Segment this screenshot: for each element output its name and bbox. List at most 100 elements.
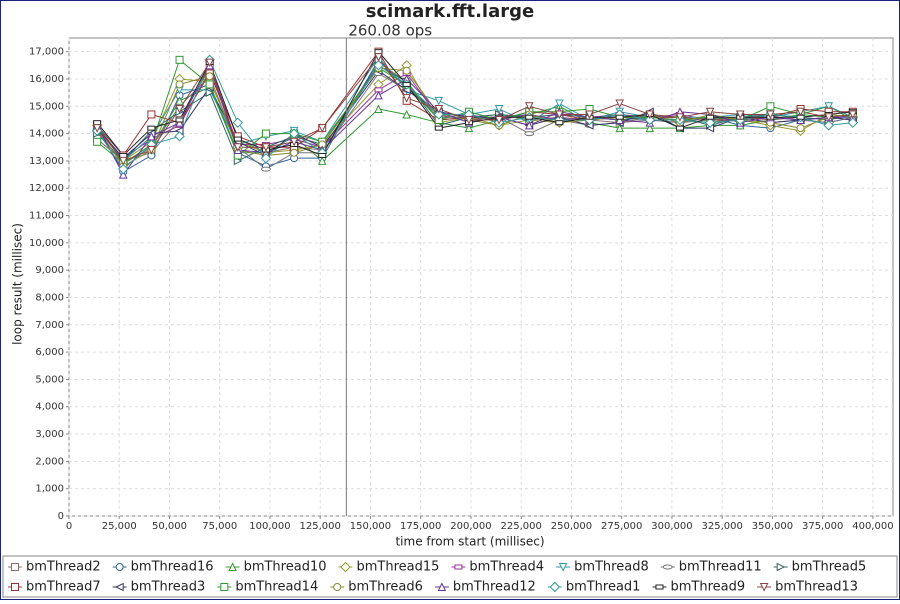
- legend-label: bmThread6: [348, 580, 423, 595]
- data-point: [93, 137, 102, 146]
- legend-item: bmThread8: [556, 560, 649, 575]
- legend-label: bmThread11: [679, 560, 762, 575]
- data-point: [434, 96, 444, 106]
- data-point: [402, 66, 411, 75]
- data-point: [373, 60, 384, 71]
- data-point: [494, 115, 504, 125]
- data-point: [464, 123, 474, 133]
- y-axis-label: loop result (millisec): [11, 223, 25, 345]
- legend-item: bmThread4: [451, 560, 544, 575]
- series-line: [96, 56, 854, 162]
- data-point: [766, 102, 775, 111]
- marker-label: 260.08 ops: [348, 22, 432, 40]
- data-point: [93, 120, 102, 126]
- legend-item: bmThread12: [434, 580, 536, 595]
- x-axis-label: time from start (millisec): [395, 535, 544, 549]
- legend-item: bmThread16: [112, 560, 214, 575]
- data-point: [260, 152, 272, 164]
- x-tick-label: 325,000: [701, 521, 742, 532]
- y-tick-label: 4,000: [35, 402, 64, 413]
- legend-label: bmThread4: [469, 560, 544, 575]
- data-point: [205, 58, 214, 68]
- data-point: [675, 113, 685, 122]
- x-tick-label: 300,000: [651, 521, 692, 532]
- data-point: [645, 123, 655, 133]
- data-point: [290, 148, 299, 157]
- y-tick-label: 2,000: [35, 456, 64, 467]
- legend-marker: [759, 583, 769, 592]
- x-tick-label: 100,000: [249, 521, 290, 532]
- y-tick-label: 17,000: [29, 47, 64, 58]
- legend-label: bmThread2: [26, 560, 101, 575]
- data-point: [233, 136, 242, 142]
- data-point: [847, 117, 859, 128]
- x-tick-label: 150,000: [350, 521, 391, 532]
- legend-label: bmThread12: [453, 580, 536, 595]
- data-point: [644, 114, 656, 126]
- series-line: [96, 58, 853, 170]
- legend-label: bmThread7: [26, 580, 101, 595]
- y-tick-label: 7,000: [35, 320, 64, 331]
- legend-label: bmThread9: [670, 580, 745, 595]
- data-point: [92, 124, 102, 133]
- x-tick-label: 200,000: [450, 521, 491, 532]
- data-point: [289, 137, 299, 147]
- data-point: [147, 145, 156, 155]
- data-point: [615, 99, 624, 109]
- data-point: [555, 120, 564, 126]
- data-point: [175, 117, 184, 123]
- legend-item: bmThread5: [773, 560, 867, 575]
- data-point: [796, 107, 805, 117]
- legend-item: bmThread1: [547, 580, 641, 595]
- legend-item: bmThread2: [8, 560, 101, 575]
- legend-marker: [228, 562, 237, 571]
- legend-marker: [11, 583, 19, 591]
- legend-label: bmThread3: [131, 580, 206, 595]
- legend-label: bmThread5: [792, 560, 867, 575]
- legend-label: bmThread10: [244, 560, 327, 575]
- legend-marker: [454, 564, 463, 570]
- data-point: [260, 166, 271, 172]
- data-point: [175, 118, 184, 127]
- data-point: [796, 124, 805, 133]
- data-point: [402, 94, 411, 103]
- x-tick-label: 350,000: [752, 521, 793, 532]
- y-tick-label: 14,000: [29, 129, 64, 140]
- data-point: [402, 109, 411, 119]
- legend-label: bmThread1: [566, 580, 641, 595]
- legend-marker: [655, 584, 664, 590]
- data-point: [317, 124, 327, 133]
- y-tick-label: 5,000: [35, 374, 64, 385]
- y-tick-label: 8,000: [35, 292, 64, 303]
- data-point: [205, 80, 214, 89]
- legend-label: bmThread15: [357, 560, 440, 575]
- data-point: [615, 123, 624, 133]
- x-tick-label: 250,000: [551, 521, 592, 532]
- data-point: [615, 114, 624, 120]
- data-point: [645, 110, 655, 120]
- data-point: [374, 53, 383, 62]
- data-point: [318, 152, 327, 158]
- legend-item: bmThread3: [112, 580, 206, 595]
- y-tick-label: 1,000: [35, 484, 64, 495]
- data-point: [824, 102, 833, 111]
- data-point: [525, 114, 534, 120]
- data-point: [261, 143, 271, 152]
- data-point: [434, 125, 443, 131]
- y-tick-label: 16,000: [29, 74, 64, 85]
- y-tick-label: 10,000: [29, 238, 64, 249]
- data-point: [433, 109, 445, 120]
- legend-item: bmThread11: [660, 560, 762, 575]
- legend-marker: [333, 583, 342, 591]
- data-point: [402, 81, 411, 87]
- legend-item: bmThread14: [217, 580, 318, 595]
- y-tick-label: 13,000: [29, 156, 64, 167]
- chart-title: scimark.fft.large: [366, 1, 534, 22]
- legend-item: bmThread9: [652, 580, 745, 595]
- data-point: [205, 88, 215, 97]
- legend-item: bmThread10: [225, 560, 327, 575]
- data-point: [524, 120, 534, 130]
- legend-label: bmThread8: [574, 560, 649, 575]
